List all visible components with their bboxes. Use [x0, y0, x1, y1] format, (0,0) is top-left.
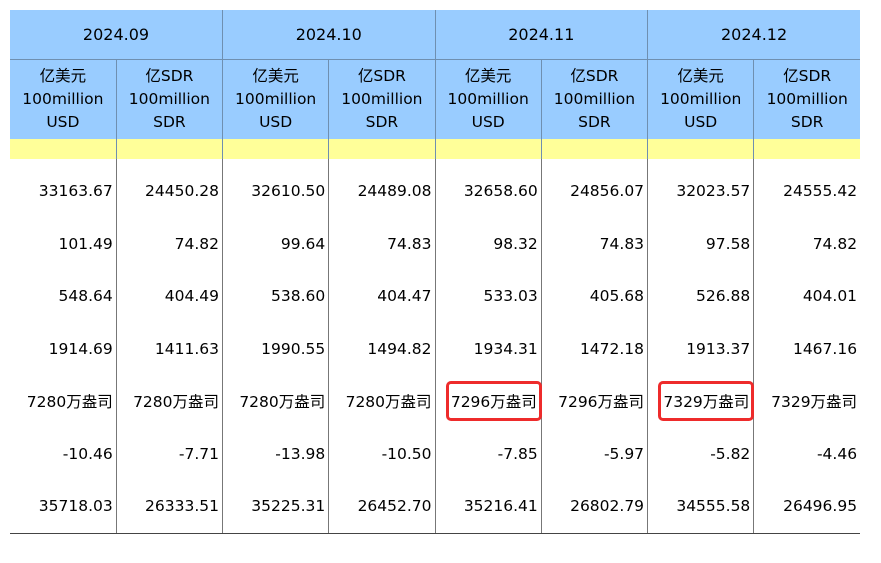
table-cell: 1494.82	[328, 322, 436, 375]
table-cell: 404.49	[115, 270, 223, 323]
unit-header-sdr: 亿SDR 100million SDR	[753, 59, 861, 139]
unit-header-sdr: 亿SDR 100million SDR	[115, 59, 223, 139]
table-row: -10.46 -7.71 -13.98 -10.50 -7.85 -5.97 -…	[10, 427, 861, 480]
table-cell: 404.01	[753, 270, 861, 323]
unit-header-usd: 亿美元 100million USD	[434, 59, 542, 139]
table-cell: 24856.07	[540, 159, 648, 218]
table-cell: 7329万盎司	[753, 375, 861, 428]
month-header: 2024.10	[222, 10, 436, 60]
month-header: 2024.12	[647, 10, 861, 60]
table-cell: 404.47	[328, 270, 436, 323]
table-cell: 74.82	[115, 217, 223, 270]
month-header: 2024.11	[434, 10, 648, 60]
highlight-box: 7329万盎司	[658, 381, 755, 422]
table-cell: -7.85	[434, 427, 542, 480]
table-cell: 101.49	[58, 234, 113, 253]
table-cell: -5.82	[647, 427, 754, 480]
table-cell: 7329万盎司	[647, 375, 755, 428]
table-cell: 7296万盎司	[434, 375, 542, 428]
unit-header-sdr: 亿SDR 100million SDR	[540, 59, 648, 139]
table-cell: 34555.58	[647, 480, 754, 534]
subheader-band	[10, 139, 861, 159]
table-cell: -5.97	[540, 427, 648, 480]
table-cell: 7280万盎司	[26, 393, 113, 412]
table-cell: 32023.57	[647, 159, 754, 218]
table-cell: 26452.70	[328, 480, 436, 534]
unit-header-row: 亿美元 100million USD 亿SDR 100million SDR 亿美元 10…	[10, 59, 861, 139]
month-header-row: 2024.09 2024.10 2024.11 2024.12	[10, 10, 861, 60]
table-cell: 1914.69	[48, 339, 113, 358]
table-cell: 405.68	[540, 270, 648, 323]
unit-header-sdr: 亿SDR 100million SDR	[328, 59, 436, 139]
table-cell: 26496.95	[753, 480, 861, 534]
highlight-box: 7296万盎司	[445, 381, 542, 422]
table-cell: 548.64	[58, 287, 113, 306]
table-cell: 538.60	[222, 270, 329, 323]
table-cell: 7280万盎司	[115, 375, 223, 428]
table-cell: 32658.60	[434, 159, 542, 218]
table-row: 548.64 404.49 538.60 404.47 533.03 405.6…	[10, 270, 861, 323]
table-cell: 7280万盎司	[222, 375, 329, 428]
unit-header-usd: 亿美元 100million USD	[647, 59, 754, 139]
table-cell: -7.71	[115, 427, 223, 480]
table-row: 101.49 74.82 99.64 74.83 98.32 74.83 97.…	[10, 217, 861, 270]
table-cell: 33163.67	[38, 182, 113, 201]
table-cell: 35718.03	[10, 480, 117, 534]
table-cell: 74.83	[540, 217, 648, 270]
unit-header-usd: 亿美元 100million USD	[222, 59, 329, 139]
table-cell: 1990.55	[222, 322, 329, 375]
table-cell: 1472.18	[540, 322, 648, 375]
table-cell: -10.50	[328, 427, 436, 480]
table-cell: 26802.79	[540, 480, 648, 534]
table-cell: -10.46	[62, 444, 113, 463]
table-cell: 24489.08	[328, 159, 436, 218]
table-cell: 32610.50	[222, 159, 329, 218]
table-cell: 7280万盎司	[328, 375, 436, 428]
month-header: 2024.09	[10, 10, 223, 60]
table-cell: 35216.41	[434, 480, 542, 534]
table-cell: 35225.31	[222, 480, 329, 534]
table-cell: 97.58	[647, 217, 754, 270]
table-cell: 74.82	[753, 217, 861, 270]
table-row: 7280万盎司 7280万盎司 7280万盎司 7280万盎司 7296万盎司 …	[10, 375, 861, 428]
table-cell: 1913.37	[647, 322, 754, 375]
table-cell: 533.03	[434, 270, 542, 323]
table-cell: 526.88	[647, 270, 754, 323]
table-cell: 26333.51	[115, 480, 223, 534]
table-cell: 24450.28	[115, 159, 223, 218]
table-cell: -4.46	[753, 427, 861, 480]
table-cell: 74.83	[328, 217, 436, 270]
unit-header-usd: 亿美元 100million USD	[10, 59, 117, 139]
table-cell: -13.98	[222, 427, 329, 480]
table-cell: 1934.31	[434, 322, 542, 375]
table-cell: 98.32	[434, 217, 542, 270]
table-cell: 24555.42	[753, 159, 861, 218]
reserve-table: 2024.09 2024.10 2024.11 2024.12 亿美元 100mi…	[10, 10, 861, 534]
table-row: 35718.03 26333.51 35225.31 26452.70 3521…	[10, 480, 861, 534]
table-row: 1914.69 1411.63 1990.55 1494.82 1934.31 …	[10, 322, 861, 375]
table-cell: 1411.63	[115, 322, 223, 375]
table-row: 33163.67 24450.28 32610.50 24489.08 3265…	[10, 159, 861, 218]
table-cell: 1467.16	[753, 322, 861, 375]
table-cell: 7296万盎司	[540, 375, 648, 428]
table-cell: 99.64	[222, 217, 329, 270]
